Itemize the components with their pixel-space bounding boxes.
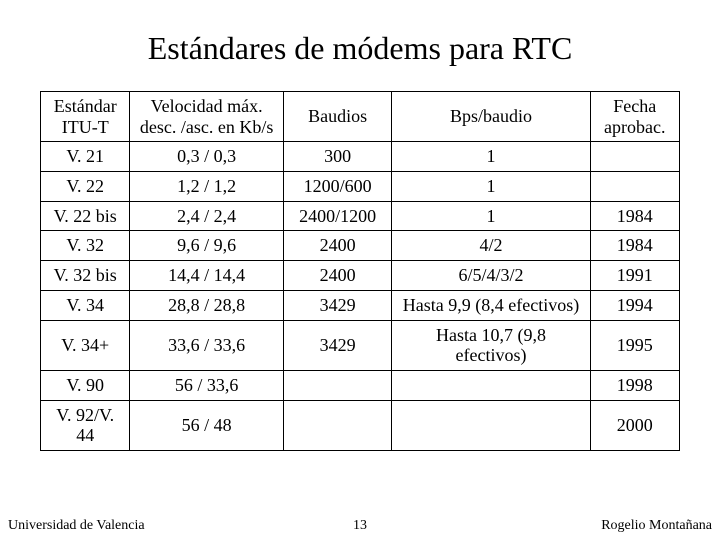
cell-baud: 3429 (283, 320, 392, 370)
cell-std: V. 92/V. 44 (41, 400, 130, 450)
header-std: EstándarITU-T (41, 92, 130, 142)
cell-bps: 1 (392, 172, 590, 202)
cell-vel: 28,8 / 28,8 (130, 290, 283, 320)
cell-baud: 2400 (283, 261, 392, 291)
cell-vel: 33,6 / 33,6 (130, 320, 283, 370)
cell-std: V. 32 bis (41, 261, 130, 291)
header-vel: Velocidad máx.desc. /asc. en Kb/s (130, 92, 283, 142)
cell-vel: 1,2 / 1,2 (130, 172, 283, 202)
cell-bps: Hasta 9,9 (8,4 efectivos) (392, 290, 590, 320)
cell-fecha: 1994 (590, 290, 679, 320)
cell-std: V. 22 bis (41, 201, 130, 231)
cell-baud: 300 (283, 142, 392, 172)
table-header-row: EstándarITU-T Velocidad máx.desc. /asc. … (41, 92, 680, 142)
table-row: V. 22 1,2 / 1,2 1200/600 1 (41, 172, 680, 202)
slide: Estándares de módems para RTC EstándarIT… (0, 0, 720, 540)
cell-vel: 56 / 33,6 (130, 370, 283, 400)
slide-title: Estándares de módems para RTC (40, 30, 680, 67)
cell-vel: 2,4 / 2,4 (130, 201, 283, 231)
cell-bps: 1 (392, 142, 590, 172)
cell-fecha (590, 172, 679, 202)
cell-std: V. 32 (41, 231, 130, 261)
table-row: V. 34 28,8 / 28,8 3429 Hasta 9,9 (8,4 ef… (41, 290, 680, 320)
cell-bps: 4/2 (392, 231, 590, 261)
table-row: V. 22 bis 2,4 / 2,4 2400/1200 1 1984 (41, 201, 680, 231)
cell-vel: 9,6 / 9,6 (130, 231, 283, 261)
cell-fecha: 1984 (590, 201, 679, 231)
cell-fecha: 1995 (590, 320, 679, 370)
cell-vel: 56 / 48 (130, 400, 283, 450)
modem-standards-table: EstándarITU-T Velocidad máx.desc. /asc. … (40, 91, 680, 451)
footer-right: Rogelio Montañana (601, 518, 712, 534)
cell-std: V. 90 (41, 370, 130, 400)
cell-baud (283, 400, 392, 450)
footer-left: Universidad de Valencia (8, 518, 145, 534)
cell-bps: 6/5/4/3/2 (392, 261, 590, 291)
cell-bps (392, 370, 590, 400)
table-row: V. 32 9,6 / 9,6 2400 4/2 1984 (41, 231, 680, 261)
page-number: 13 (353, 518, 367, 534)
cell-bps: Hasta 10,7 (9,8 efectivos) (392, 320, 590, 370)
cell-bps (392, 400, 590, 450)
cell-std: V. 21 (41, 142, 130, 172)
cell-baud: 2400 (283, 231, 392, 261)
cell-baud (283, 370, 392, 400)
cell-std: V. 22 (41, 172, 130, 202)
table-row: V. 21 0,3 / 0,3 300 1 (41, 142, 680, 172)
cell-bps: 1 (392, 201, 590, 231)
cell-fecha (590, 142, 679, 172)
cell-fecha: 1991 (590, 261, 679, 291)
header-fecha: Fechaaprobac. (590, 92, 679, 142)
header-baud: Baudios (283, 92, 392, 142)
table-row: V. 90 56 / 33,6 1998 (41, 370, 680, 400)
cell-vel: 0,3 / 0,3 (130, 142, 283, 172)
table-row: V. 32 bis 14,4 / 14,4 2400 6/5/4/3/2 199… (41, 261, 680, 291)
cell-baud: 3429 (283, 290, 392, 320)
cell-baud: 2400/1200 (283, 201, 392, 231)
cell-fecha: 2000 (590, 400, 679, 450)
cell-std: V. 34 (41, 290, 130, 320)
table-row: V. 34+ 33,6 / 33,6 3429 Hasta 10,7 (9,8 … (41, 320, 680, 370)
cell-vel: 14,4 / 14,4 (130, 261, 283, 291)
table-row: V. 92/V. 44 56 / 48 2000 (41, 400, 680, 450)
cell-std: V. 34+ (41, 320, 130, 370)
cell-fecha: 1984 (590, 231, 679, 261)
cell-fecha: 1998 (590, 370, 679, 400)
cell-baud: 1200/600 (283, 172, 392, 202)
header-bps: Bps/baudio (392, 92, 590, 142)
